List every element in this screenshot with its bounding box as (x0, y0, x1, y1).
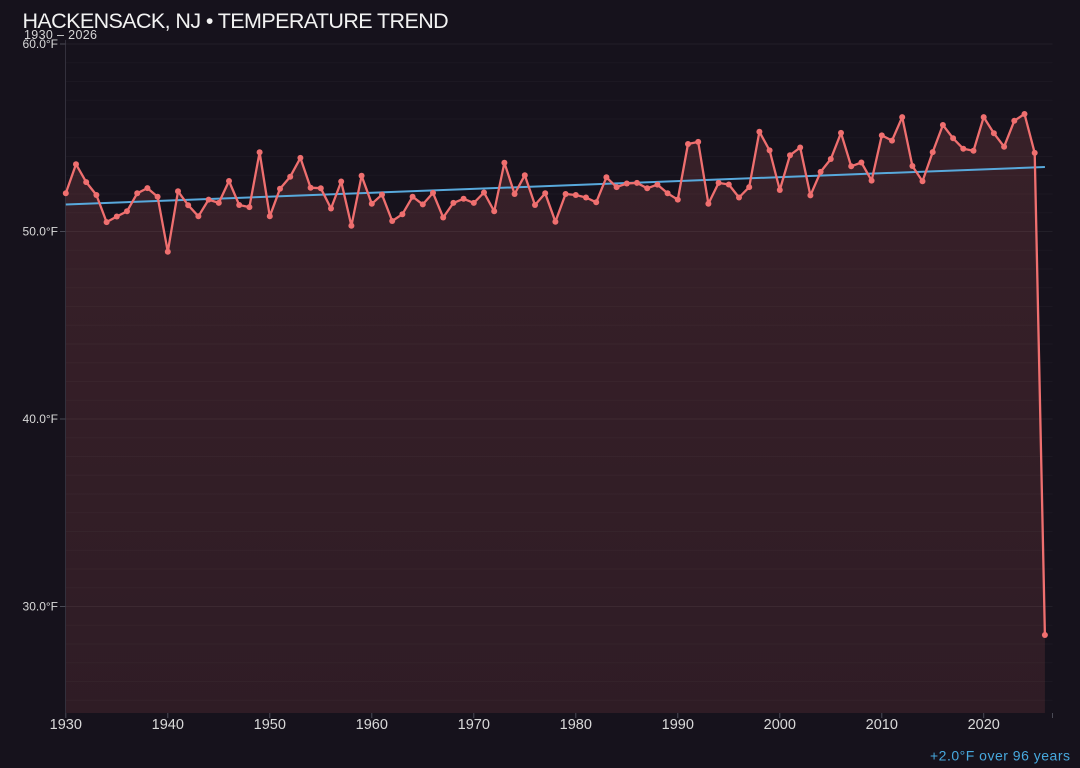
svg-text:1960: 1960 (356, 717, 388, 733)
svg-text:2010: 2010 (866, 717, 898, 733)
svg-text:HACKENSACK, NJ • TEMPERATURE T: HACKENSACK, NJ • TEMPERATURE TREND (23, 9, 449, 33)
svg-text:40.0°F: 40.0°F (23, 412, 58, 426)
svg-text:60.0°F: 60.0°F (23, 37, 58, 51)
svg-text:1980: 1980 (560, 717, 592, 733)
svg-text:+2.0°F over 96 years: +2.0°F over 96 years (930, 748, 1071, 764)
svg-text:1930 – 2026: 1930 – 2026 (24, 28, 97, 42)
svg-text:1990: 1990 (662, 717, 694, 733)
svg-text:1940: 1940 (152, 717, 184, 733)
svg-text:1950: 1950 (254, 717, 286, 733)
svg-text:2020: 2020 (968, 717, 1000, 733)
svg-text:1970: 1970 (458, 717, 490, 733)
svg-text:2000: 2000 (764, 717, 796, 733)
svg-text:30.0°F: 30.0°F (23, 600, 58, 614)
svg-text:50.0°F: 50.0°F (23, 225, 58, 239)
svg-text:1930: 1930 (50, 717, 82, 733)
